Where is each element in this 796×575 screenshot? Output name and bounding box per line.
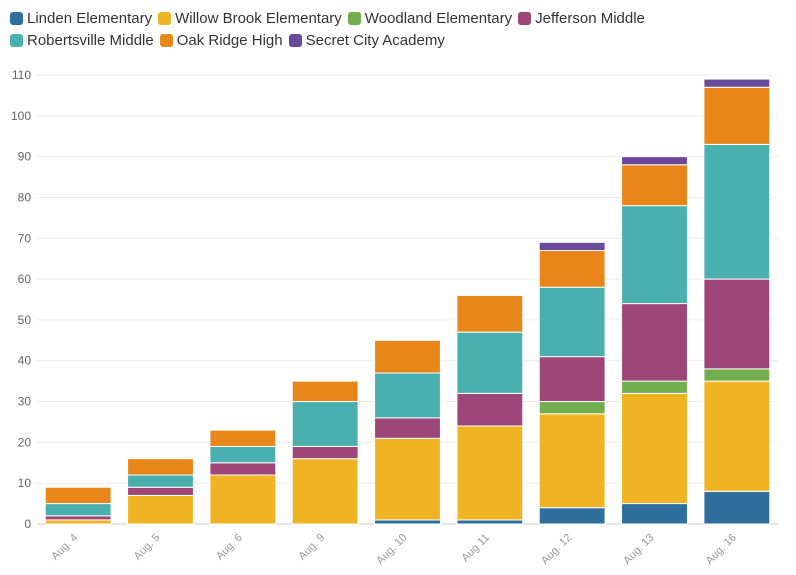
y-tick-label: 20 [18,435,32,449]
legend-item: Jefferson Middle [518,8,645,28]
legend-label: Jefferson Middle [535,9,645,27]
y-tick-label: 80 [18,190,32,204]
x-tick-label: Aug. 5 [132,532,163,563]
bar-segment[interactable] [456,425,524,521]
bar-segment[interactable] [621,392,688,505]
legend-swatch [10,33,23,47]
bar-segment[interactable] [538,401,606,415]
bar-segment[interactable] [374,417,441,439]
x-tick-label: Aug. 16 [704,532,739,567]
bar-segment[interactable] [538,286,606,358]
bar-segment[interactable] [621,156,688,166]
legend-label: Willow Brook Elementary [175,9,342,27]
bar-segment[interactable] [374,519,441,525]
legend-item: Secret City Academy [288,30,445,50]
bar-segment[interactable] [127,458,194,476]
legend-item: Oak Ridge High [159,30,283,50]
bar-segment[interactable] [703,380,771,492]
bar-segment[interactable] [703,368,771,382]
legend-item: Woodland Elementary [347,8,513,28]
legend-swatch [159,33,173,47]
legend-swatch [518,11,532,25]
x-axis: Aug. 4 Aug. 5 Aug. 6 Aug. 9 Aug. 10 Aug 11 Aug… [49,532,739,567]
bars-group [44,78,771,525]
bar-segment[interactable] [44,503,112,517]
legend-item: Robertsville Middle [10,30,154,50]
bar-segment[interactable] [291,445,359,460]
bar-segment[interactable] [374,372,441,419]
bar-segment[interactable] [621,303,688,382]
x-tick-label: Aug. 13 [621,532,656,567]
x-tick-label: Aug. 9 [296,532,327,563]
bar-segment[interactable] [209,474,277,525]
legend-item: Linden Elementary [10,8,152,28]
bar-segment[interactable] [456,519,524,525]
bar-segment[interactable] [538,356,606,403]
bar-segment[interactable] [703,143,771,280]
bar-segment[interactable] [209,462,277,476]
bar-segment[interactable] [209,429,277,447]
bar-segment[interactable] [456,392,524,427]
bar-segment[interactable] [703,86,771,145]
bar-segment[interactable] [291,401,359,447]
bar-segment[interactable] [127,486,194,496]
y-tick-label: 0 [24,517,31,531]
y-tick-label: 90 [18,150,32,164]
y-tick-label: 10 [18,476,32,490]
y-tick-label: 110 [12,68,31,82]
bar-segment[interactable] [621,380,688,394]
y-tick-label: 60 [18,272,32,286]
y-axis: 0 10 20 30 40 50 60 70 80 90 100 110 [11,68,31,531]
bar-segment[interactable] [127,474,194,488]
bar-segment[interactable] [703,278,771,370]
bar-segment[interactable] [621,164,688,207]
y-tick-label: 30 [18,395,32,409]
legend-label: Secret City Academy [305,31,445,49]
bar-segment[interactable] [44,519,112,525]
legend-swatch [158,11,172,25]
bar-segment[interactable] [44,515,112,521]
y-tick-label: 50 [18,313,32,327]
bar-segment[interactable] [209,445,277,464]
bar-segment[interactable] [127,494,194,525]
bar-segment[interactable] [538,413,606,509]
legend-label: Robertsville Middle [27,31,154,49]
legend-item: Willow Brook Elementary [158,8,342,28]
x-tick-label: Aug 11 [459,532,492,565]
bar-segment[interactable] [538,241,606,252]
x-tick-label: Aug. 12 [539,532,574,567]
y-tick-label: 100 [11,109,31,123]
legend-label: Linden Elementary [27,9,153,27]
y-tick-label: 40 [18,354,32,368]
bar-segment[interactable] [456,331,524,394]
legend-swatch [10,11,23,25]
legend-label: Oak Ridge High [176,31,283,49]
x-tick-label: Aug. 10 [374,532,409,567]
legend-swatch [288,33,302,47]
bar-segment[interactable] [291,458,359,525]
legend-label: Woodland Elementary [364,9,513,27]
bar-segment[interactable] [374,339,441,374]
legend-swatch [347,11,361,25]
bar-segment[interactable] [703,490,771,525]
bar-segment[interactable] [621,503,688,525]
bar-segment[interactable] [456,294,524,333]
bar-segment[interactable] [44,486,112,505]
bar-segment[interactable] [291,380,359,403]
chart-legend: Linden Elementary Willow Brook Elementary… [10,8,710,50]
y-tick-label: 70 [18,231,32,245]
bar-segment[interactable] [374,437,441,521]
bar-segment[interactable] [621,205,688,305]
bar-segment[interactable] [703,78,771,88]
bar-segment[interactable] [538,250,606,288]
x-tick-label: Aug. 6 [214,532,245,563]
bar-segment[interactable] [538,507,606,525]
x-tick-label: Aug. 4 [49,532,80,563]
